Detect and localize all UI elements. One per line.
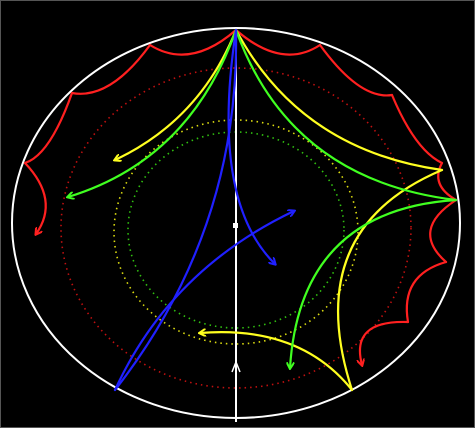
yellow-geodesic (200, 332, 354, 392)
red-arc (360, 320, 410, 365)
red-arc (437, 161, 458, 202)
yellow-geodesic (234, 28, 444, 172)
blue-geodesic (113, 211, 294, 392)
red-arc (148, 28, 238, 56)
blue-geodesic (113, 28, 238, 392)
yellow-geodesic (115, 28, 238, 160)
axis-arrow (231, 359, 241, 373)
red-arc (234, 28, 322, 56)
red-arc (429, 198, 458, 264)
red-scallops (23, 28, 458, 365)
green-geodesic (290, 198, 458, 368)
blue-geodesic (227, 28, 275, 264)
red-arc (23, 91, 74, 165)
yellow-geodesic (336, 168, 444, 392)
red-arc (23, 161, 47, 234)
red-arc (405, 260, 448, 324)
center-point (233, 223, 238, 228)
red-arc (70, 43, 152, 95)
red-arc (390, 93, 444, 165)
red-arc (318, 43, 394, 97)
green-geodesic (68, 28, 238, 197)
red-dotted-circle (60, 67, 412, 389)
green-geodesic (234, 28, 458, 202)
